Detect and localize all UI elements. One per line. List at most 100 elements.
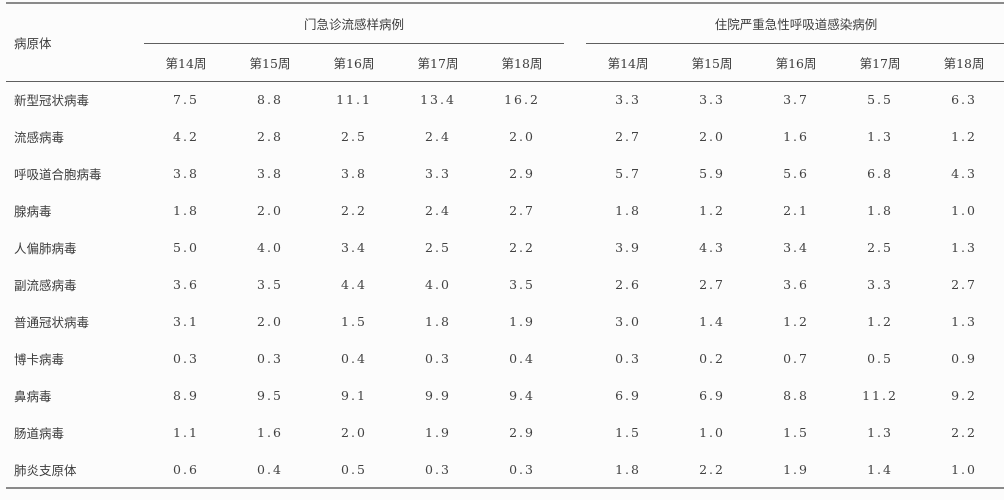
value-cell: 2.1 (783, 203, 809, 218)
table-row: 呼吸道合胞病毒 3.8 3.8 3.8 3.3 2.9 5.7 5.9 5.6 … (6, 155, 1004, 192)
value-cell: 3.9 (615, 240, 641, 255)
pathogen-cell: 呼吸道合胞病毒 (14, 167, 102, 182)
value-cell: 1.5 (615, 425, 641, 440)
value-cell: 2.6 (615, 277, 641, 292)
week-header: 第16周 (312, 43, 396, 82)
value-cell: 0.3 (173, 351, 199, 366)
value-cell: 2.7 (951, 277, 977, 292)
value-cell: 4.0 (425, 277, 451, 292)
value-cell: 11.2 (862, 388, 898, 403)
value-cell: 9.1 (341, 388, 367, 403)
table-row: 新型冠状病毒 7.5 8.8 11.1 13.4 16.2 3.3 3.3 3.… (6, 81, 1004, 118)
gap-cell (564, 451, 586, 488)
value-cell: 2.5 (341, 129, 367, 144)
value-cell: 2.4 (425, 203, 451, 218)
value-cell: 3.8 (173, 166, 199, 181)
week-header: 第17周 (396, 43, 480, 82)
header-week-row: 第14周 第15周 第16周 第17周 第18周 第14周 第15周 第16周 … (6, 43, 1004, 82)
value-cell: 2.7 (699, 277, 725, 292)
value-cell: 2.7 (509, 203, 535, 218)
value-cell: 5.5 (867, 92, 893, 108)
value-cell: 9.2 (951, 388, 977, 403)
value-cell: 2.0 (509, 129, 535, 144)
table-row: 普通冠状病毒 3.1 2.0 1.5 1.8 1.9 3.0 1.4 1.2 1… (6, 303, 1004, 340)
value-cell: 0.3 (257, 351, 283, 366)
gap-cell (564, 229, 586, 266)
value-cell: 1.6 (783, 129, 809, 144)
value-cell: 2.4 (425, 129, 451, 144)
value-cell: 3.8 (257, 166, 283, 181)
value-cell: 2.9 (509, 166, 535, 181)
pathogen-cell: 腺病毒 (14, 204, 52, 219)
week-header: 第15周 (228, 43, 312, 82)
value-cell: 7.5 (173, 92, 199, 108)
week-gap-spacer (564, 43, 587, 82)
value-cell: 0.7 (783, 351, 809, 366)
value-cell: 3.0 (615, 314, 641, 329)
value-cell: 1.9 (509, 314, 535, 329)
value-cell: 5.9 (699, 166, 725, 181)
value-cell: 1.2 (951, 129, 977, 144)
table-row: 博卡病毒 0.3 0.3 0.4 0.3 0.4 0.3 0.2 0.7 0.5… (6, 340, 1004, 377)
value-cell: 5.6 (783, 166, 809, 181)
week-header: 第14周 (586, 43, 671, 82)
value-cell: 2.0 (257, 314, 283, 329)
table-row: 肠道病毒 1.1 1.6 2.0 1.9 2.9 1.5 1.0 1.5 1.3… (6, 414, 1004, 451)
value-cell: 3.6 (783, 277, 809, 292)
pathogen-cell: 博卡病毒 (14, 352, 65, 367)
value-cell: 0.6 (173, 461, 199, 477)
value-cell: 2.7 (615, 129, 641, 144)
value-cell: 8.8 (783, 388, 809, 403)
value-cell: 9.9 (425, 388, 451, 403)
group-gap-spacer (564, 3, 586, 43)
value-cell: 1.6 (257, 425, 283, 440)
value-cell: 3.8 (341, 166, 367, 181)
pathogen-cell: 新型冠状病毒 (14, 93, 90, 109)
table-row: 肺炎支原体 0.6 0.4 0.5 0.3 0.3 1.8 2.2 1.9 1.… (6, 451, 1004, 488)
value-cell: 2.5 (425, 240, 451, 255)
table-row: 流感病毒 4.2 2.8 2.5 2.4 2.0 2.7 2.0 1.6 1.3… (6, 118, 1004, 155)
value-cell: 1.8 (615, 461, 641, 477)
gap-cell (564, 155, 586, 192)
value-cell: 9.5 (257, 388, 283, 403)
value-cell: 0.4 (509, 351, 535, 366)
value-cell: 3.3 (699, 92, 725, 108)
value-cell: 0.9 (951, 351, 977, 366)
gap-cell (564, 192, 586, 229)
value-cell: 6.9 (699, 388, 725, 403)
table-row: 腺病毒 1.8 2.0 2.2 2.4 2.7 1.8 1.2 2.1 1.8 … (6, 192, 1004, 229)
value-cell: 2.8 (257, 129, 283, 144)
value-cell: 1.9 (425, 425, 451, 440)
value-cell: 1.3 (867, 129, 893, 144)
value-cell: 2.9 (509, 425, 535, 440)
value-cell: 1.1 (173, 425, 199, 440)
value-cell: 4.2 (173, 129, 199, 144)
value-cell: 6.3 (951, 92, 977, 108)
pathogen-cell: 副流感病毒 (14, 278, 77, 293)
pathogen-cell: 肺炎支原体 (14, 462, 77, 478)
value-cell: 6.9 (615, 388, 641, 403)
value-cell: 3.3 (615, 92, 641, 108)
gap-cell (564, 303, 586, 340)
value-cell: 0.5 (867, 351, 893, 366)
pathogen-cell: 普通冠状病毒 (14, 315, 90, 330)
value-cell: 1.0 (699, 425, 725, 440)
value-cell: 1.0 (951, 461, 977, 477)
value-cell: 2.5 (867, 240, 893, 255)
table-row: 人偏肺病毒 5.0 4.0 3.4 2.5 2.2 3.9 4.3 3.4 2.… (6, 229, 1004, 266)
table-row: 鼻病毒 8.9 9.5 9.1 9.9 9.4 6.9 6.9 8.8 11.2… (6, 377, 1004, 414)
value-cell: 1.5 (341, 314, 367, 329)
value-cell: 1.4 (867, 461, 893, 477)
value-cell: 2.2 (699, 461, 725, 477)
week-header: 第18周 (922, 43, 1004, 82)
pathogen-column-header: 病原体 (6, 3, 144, 82)
gap-cell (564, 340, 586, 377)
value-cell: 2.2 (951, 425, 977, 440)
value-cell: 3.4 (341, 240, 367, 255)
value-cell: 1.3 (951, 314, 977, 329)
value-cell: 3.3 (867, 277, 893, 292)
value-cell: 0.3 (509, 461, 535, 477)
value-cell: 3.3 (425, 166, 451, 181)
value-cell: 2.0 (257, 203, 283, 218)
value-cell: 1.2 (867, 314, 893, 329)
